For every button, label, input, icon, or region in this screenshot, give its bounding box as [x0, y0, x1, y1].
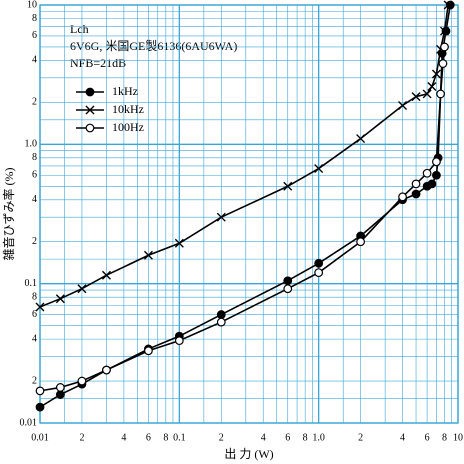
- marker: [356, 134, 366, 144]
- x-tick-label: 8: [442, 432, 447, 443]
- marker: [216, 310, 226, 319]
- marker: [174, 336, 184, 346]
- annotation: 6V6G, 米国GE製6136(6AU6WA): [70, 39, 237, 53]
- marker: [432, 157, 441, 167]
- y-tick-label: 0.1: [25, 278, 38, 289]
- marker: [411, 179, 421, 189]
- x-tick-label: 0.1: [173, 432, 186, 443]
- marker: [143, 250, 153, 260]
- x-tick-label: 4: [261, 432, 266, 443]
- marker: [398, 192, 407, 202]
- marker: [102, 365, 111, 375]
- marker: [427, 179, 437, 189]
- marker: [77, 284, 87, 294]
- x-tick-label: 2: [219, 432, 224, 443]
- series-line: [39, 4, 449, 308]
- marker: [422, 89, 432, 99]
- y-tick-label: 6: [32, 170, 37, 181]
- marker: [438, 59, 448, 68]
- x-tick-label: 6: [285, 432, 290, 443]
- y-tick-label: 2: [32, 236, 37, 247]
- marker: [431, 69, 441, 79]
- marker: [216, 212, 226, 222]
- marker: [283, 181, 293, 191]
- marker: [440, 26, 449, 36]
- marker: [411, 189, 421, 199]
- legend-marker: [85, 105, 95, 115]
- marker: [101, 270, 111, 280]
- marker: [174, 238, 184, 248]
- marker: [144, 346, 153, 356]
- marker: [55, 390, 65, 399]
- x-tick-label: 10: [453, 432, 463, 443]
- marker: [398, 100, 408, 110]
- marker: [35, 386, 45, 396]
- y-tick-label: 2: [32, 97, 37, 108]
- x-tick-label: 4: [121, 432, 126, 443]
- y-tick-label: 4: [32, 55, 37, 66]
- x-tick-label: 2: [358, 432, 363, 443]
- marker: [283, 276, 293, 286]
- y-tick-label: 8: [32, 152, 37, 163]
- x-tick-label: 2: [79, 432, 84, 443]
- x-tick-label: 8: [163, 432, 168, 443]
- legend-label: 10kHz: [112, 102, 144, 116]
- y-tick-label: 4: [32, 333, 37, 344]
- legend-label: 100Hz: [112, 120, 144, 134]
- y-tick-label: 0.01: [20, 417, 38, 428]
- marker: [440, 42, 449, 52]
- marker: [356, 237, 366, 247]
- y-axis-label: 雑音ひずみ率 (%): [1, 168, 16, 261]
- x-tick-label: 8: [303, 432, 308, 443]
- marker: [436, 89, 445, 99]
- marker: [55, 294, 65, 304]
- annotation: NFB=21dB: [70, 56, 126, 70]
- y-tick-label: 10: [27, 0, 37, 10]
- marker: [443, 0, 453, 10]
- marker: [314, 258, 324, 268]
- y-tick-label: 6: [32, 30, 37, 41]
- y-tick-label: 8: [32, 291, 37, 302]
- x-tick-label: 0.01: [31, 432, 49, 443]
- marker: [314, 164, 324, 174]
- marker: [314, 268, 324, 278]
- marker: [427, 82, 437, 92]
- y-tick-label: 8: [32, 13, 37, 24]
- marker: [411, 92, 421, 102]
- x-tick-label: 1.0: [312, 432, 325, 443]
- x-tick-label: 6: [146, 432, 151, 443]
- x-axis-label: 出 力 (W): [224, 447, 273, 461]
- marker: [216, 317, 226, 327]
- y-tick-label: 2: [32, 375, 37, 386]
- x-tick-label: 4: [400, 432, 405, 443]
- legend-marker: [85, 123, 95, 133]
- plot-frame: [39, 4, 459, 424]
- marker: [77, 376, 87, 386]
- annotation: Lch: [70, 22, 89, 36]
- marker: [283, 284, 293, 294]
- legend-label: 1kHz: [112, 84, 138, 98]
- x-tick-label: 6: [425, 432, 430, 443]
- y-tick-label: 6: [32, 309, 37, 320]
- marker: [35, 302, 45, 312]
- y-tick-label: 1.0: [25, 139, 38, 150]
- marker: [35, 402, 45, 412]
- y-tick-label: 4: [32, 194, 37, 205]
- marker: [432, 170, 441, 180]
- marker: [55, 383, 65, 392]
- legend-marker: [85, 87, 95, 97]
- marker: [422, 168, 432, 178]
